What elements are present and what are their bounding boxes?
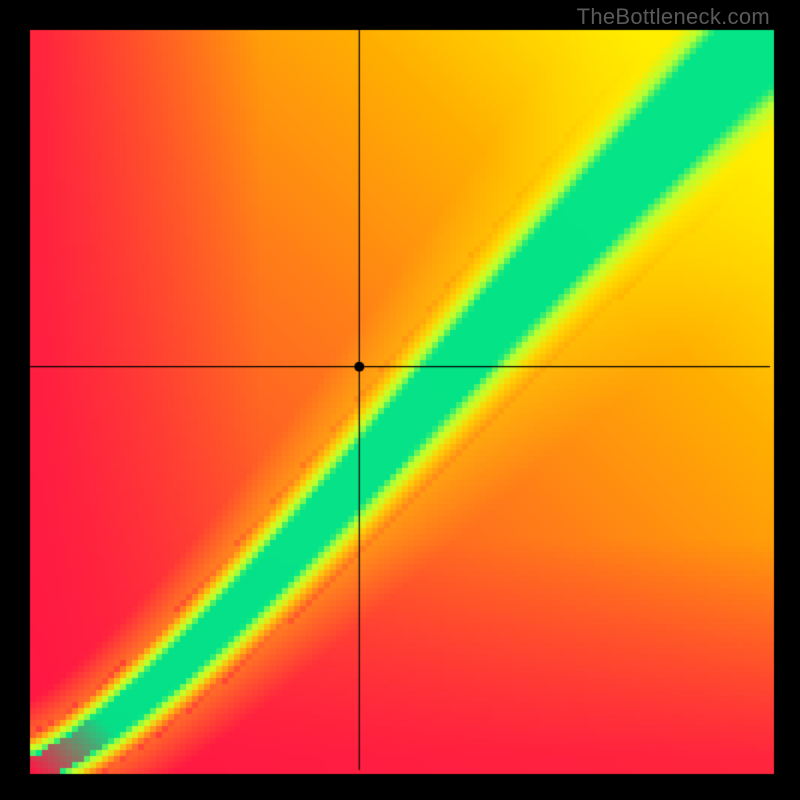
chart-container: TheBottleneck.com — [0, 0, 800, 800]
watermark-text: TheBottleneck.com — [577, 4, 770, 30]
bottleneck-heatmap-canvas — [0, 0, 800, 800]
